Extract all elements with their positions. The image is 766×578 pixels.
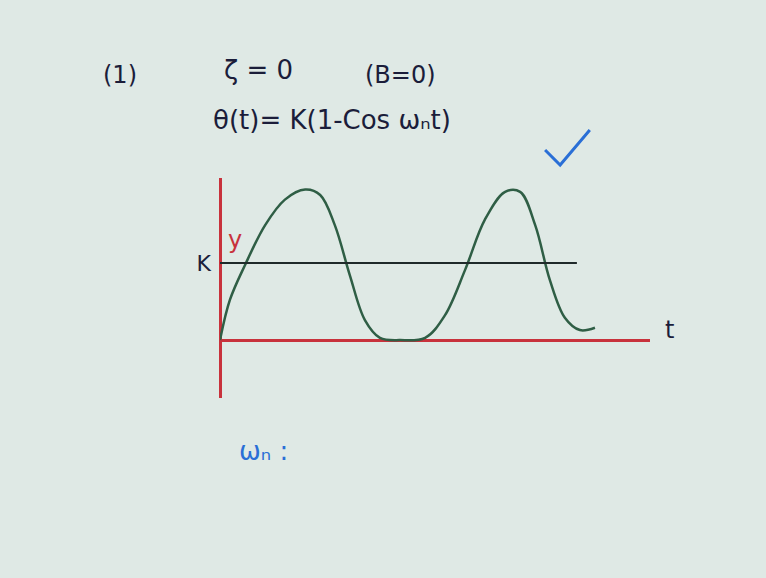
svg-text:(1): (1) — [103, 61, 137, 89]
svg-text:θ(t)= K(1-Cos ωₙt): θ(t)= K(1-Cos ωₙt) — [213, 105, 451, 135]
svg-text:t: t — [665, 316, 674, 344]
svg-text:K: K — [197, 251, 212, 276]
svg-text:y: y — [228, 226, 242, 254]
svg-text:(B=0): (B=0) — [365, 61, 436, 89]
svg-text:ωₙ :: ωₙ : — [239, 436, 288, 466]
svg-text:ζ = 0: ζ = 0 — [224, 55, 293, 85]
